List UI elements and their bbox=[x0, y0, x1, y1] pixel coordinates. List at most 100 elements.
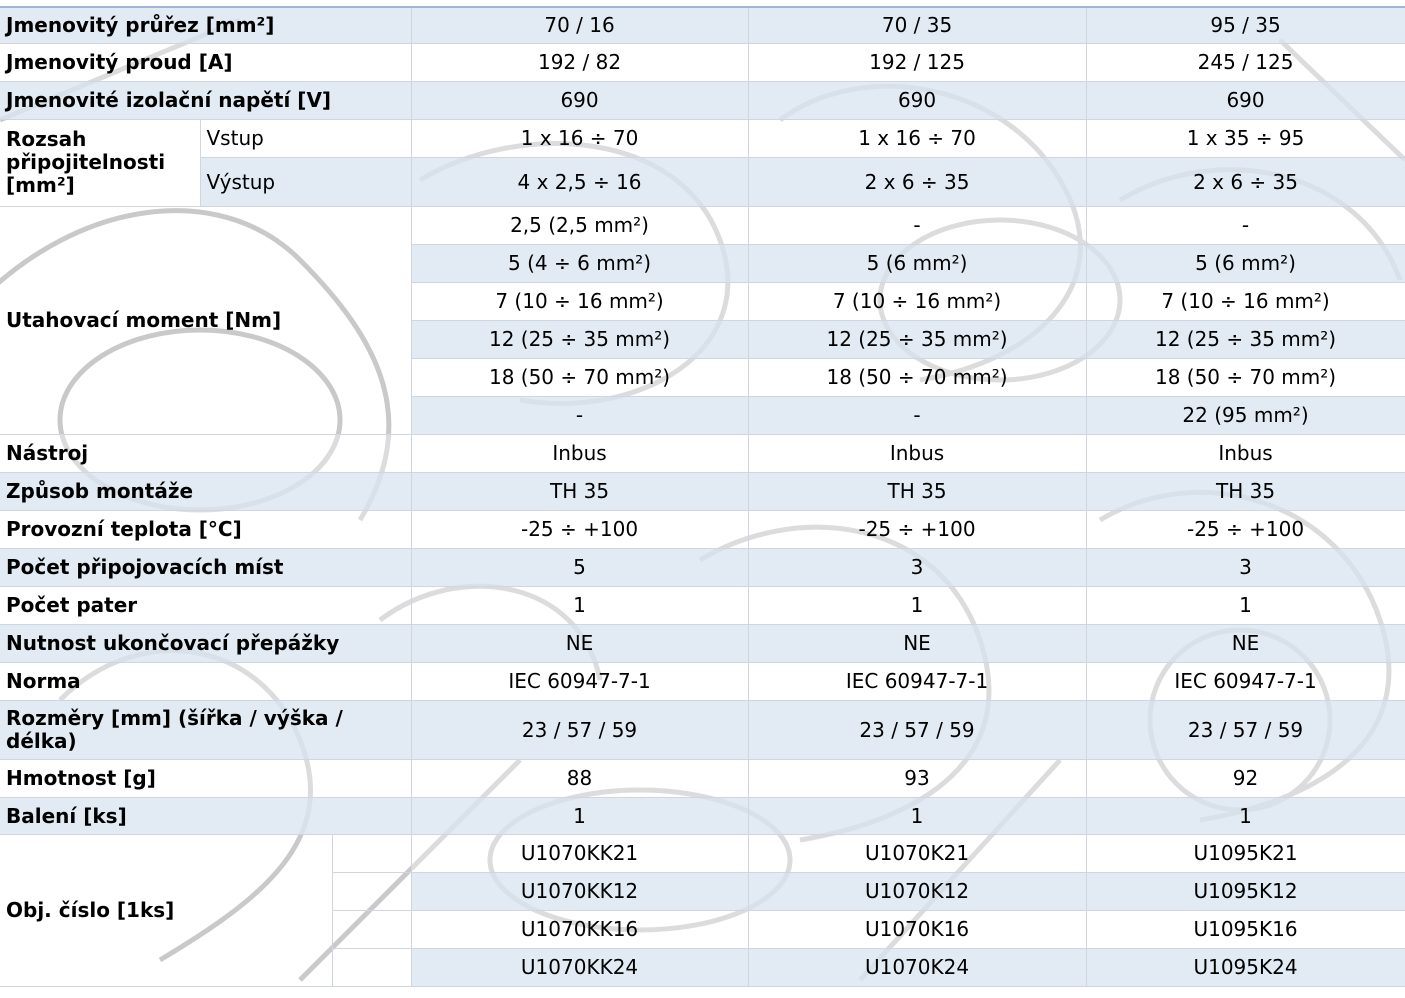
cell: U1070K24 bbox=[748, 948, 1087, 987]
row-label: Rozměry [mm] (šířka / výška / délka) bbox=[0, 700, 412, 760]
row-label: Počet pater bbox=[0, 586, 412, 625]
cell: -25 ÷ +100 bbox=[411, 510, 749, 549]
color-swatch-grey bbox=[332, 834, 412, 873]
color-swatch-green-yellow bbox=[332, 948, 412, 987]
cell: 70 / 35 bbox=[748, 8, 1087, 44]
cell: 7 (10 ÷ 16 mm²) bbox=[411, 282, 749, 321]
cell: U1070K21 bbox=[748, 834, 1087, 873]
table-row: Jmenovitý proud [A] 192 / 82 192 / 125 2… bbox=[0, 43, 1405, 82]
table-row: Rozsah připojitelnosti [mm²] Vstup 1 x 1… bbox=[0, 119, 1405, 207]
cell: 23 / 57 / 59 bbox=[748, 700, 1087, 760]
cell: NE bbox=[748, 624, 1087, 663]
cell: NE bbox=[411, 624, 749, 663]
cell: NE bbox=[1086, 624, 1405, 663]
row-label: Balení [ks] bbox=[0, 797, 412, 835]
table-row: Norma IEC 60947-7-1 IEC 60947-7-1 IEC 60… bbox=[0, 662, 1405, 701]
cell: -25 ÷ +100 bbox=[1086, 510, 1405, 549]
cell: 1 x 35 ÷ 95 bbox=[1086, 119, 1405, 158]
cell: 5 (6 mm²) bbox=[1086, 244, 1405, 283]
row-label: Provozní teplota [°C] bbox=[0, 510, 412, 549]
table-row: Utahovací moment [Nm] 2,5 (2,5 mm²) - - bbox=[0, 206, 1405, 435]
cell: 5 (6 mm²) bbox=[748, 244, 1087, 283]
table-row: 7 (10 ÷ 16 mm²) 7 (10 ÷ 16 mm²) 7 (10 ÷ … bbox=[0, 282, 1405, 321]
table-row: U1070KK12 U1070K12 U1095K12 bbox=[0, 872, 1405, 911]
table-row: Hmotnost [g] 88 93 92 bbox=[0, 759, 1405, 798]
cell: 5 (4 ÷ 6 mm²) bbox=[411, 244, 749, 283]
cell: Inbus bbox=[1086, 434, 1405, 473]
table-row: Jmenovitý průřez [mm²] 70 / 16 70 / 35 9… bbox=[0, 8, 1405, 44]
row-label: Utahovací moment [Nm] bbox=[0, 206, 412, 435]
cell: - bbox=[411, 396, 749, 435]
cell: 2 x 6 ÷ 35 bbox=[1086, 157, 1405, 207]
table-top-border bbox=[0, 0, 1405, 8]
row-label: Hmotnost [g] bbox=[0, 759, 412, 798]
row-label: Rozsah připojitelnosti [mm²] bbox=[0, 119, 201, 207]
cell: IEC 60947-7-1 bbox=[1086, 662, 1405, 701]
spec-table: Jmenovitý průřez [mm²] 70 / 16 70 / 35 9… bbox=[0, 8, 1405, 987]
cell: - bbox=[748, 206, 1087, 245]
table-row: Způsob montáže TH 35 TH 35 TH 35 bbox=[0, 472, 1405, 511]
table-row: Nástroj Inbus Inbus Inbus bbox=[0, 434, 1405, 473]
cell: 12 (25 ÷ 35 mm²) bbox=[411, 320, 749, 359]
table-row: Obj. číslo [1ks] U1070KK21 U1070K21 U109… bbox=[0, 834, 1405, 987]
row-label: Jmenovitý proud [A] bbox=[0, 43, 412, 82]
table-row: 12 (25 ÷ 35 mm²) 12 (25 ÷ 35 mm²) 12 (25… bbox=[0, 320, 1405, 359]
table-row: Balení [ks] 1 1 1 bbox=[0, 797, 1405, 835]
row-label: Nástroj bbox=[0, 434, 412, 473]
cell: 95 / 35 bbox=[1086, 8, 1405, 44]
cell: 1 bbox=[411, 797, 749, 835]
sub-label: Výstup bbox=[200, 157, 412, 207]
cell: 70 / 16 bbox=[411, 8, 749, 44]
color-swatch-blue bbox=[332, 872, 412, 911]
cell: U1095K12 bbox=[1086, 872, 1405, 911]
cell: 192 / 82 bbox=[411, 43, 749, 82]
row-label: Počet připojovacích míst bbox=[0, 548, 412, 587]
cell: TH 35 bbox=[1086, 472, 1405, 511]
cell: 7 (10 ÷ 16 mm²) bbox=[748, 282, 1087, 321]
cell: U1070KK16 bbox=[411, 910, 749, 949]
cell: 12 (25 ÷ 35 mm²) bbox=[748, 320, 1087, 359]
cell: Inbus bbox=[748, 434, 1087, 473]
row-label: Jmenovité izolační napětí [V] bbox=[0, 81, 412, 120]
row-label: Způsob montáže bbox=[0, 472, 412, 511]
cell: 690 bbox=[1086, 81, 1405, 120]
table-row: U1070KK24 U1070K24 U1095K24 bbox=[0, 948, 1405, 987]
row-label: Jmenovitý průřez [mm²] bbox=[0, 8, 412, 44]
cell: U1070KK24 bbox=[411, 948, 749, 987]
cell: 690 bbox=[411, 81, 749, 120]
cell: TH 35 bbox=[411, 472, 749, 511]
cell: 18 (50 ÷ 70 mm²) bbox=[1086, 358, 1405, 397]
row-label: Nutnost ukončovací přepážky bbox=[0, 624, 412, 663]
cell: IEC 60947-7-1 bbox=[411, 662, 749, 701]
table-row: U1070KK16 U1070K16 U1095K16 bbox=[0, 910, 1405, 949]
cell: U1070K12 bbox=[748, 872, 1087, 911]
color-swatch-red bbox=[332, 910, 412, 949]
cell: 1 bbox=[748, 586, 1087, 625]
cell: U1095K21 bbox=[1086, 834, 1405, 873]
cell: 88 bbox=[411, 759, 749, 798]
row-label: Norma bbox=[0, 662, 412, 701]
cell: 1 bbox=[748, 797, 1087, 835]
cell: 1 x 16 ÷ 70 bbox=[748, 119, 1087, 158]
cell: 2,5 (2,5 mm²) bbox=[411, 206, 749, 245]
cell: 23 / 57 / 59 bbox=[411, 700, 749, 760]
cell: 192 / 125 bbox=[748, 43, 1087, 82]
cell: 92 bbox=[1086, 759, 1405, 798]
cell: 4 x 2,5 ÷ 16 bbox=[411, 157, 749, 207]
table-row: Počet pater 1 1 1 bbox=[0, 586, 1405, 625]
cell: 5 bbox=[411, 548, 749, 587]
cell: IEC 60947-7-1 bbox=[748, 662, 1087, 701]
table-row: Provozní teplota [°C] -25 ÷ +100 -25 ÷ +… bbox=[0, 510, 1405, 549]
cell: U1095K24 bbox=[1086, 948, 1405, 987]
cell: U1070K16 bbox=[748, 910, 1087, 949]
cell: U1070KK12 bbox=[411, 872, 749, 911]
cell: U1070KK21 bbox=[411, 834, 749, 873]
cell: 3 bbox=[1086, 548, 1405, 587]
cell: 23 / 57 / 59 bbox=[1086, 700, 1405, 760]
cell: -25 ÷ +100 bbox=[748, 510, 1087, 549]
cell: 93 bbox=[748, 759, 1087, 798]
cell: 1 bbox=[411, 586, 749, 625]
cell: - bbox=[748, 396, 1087, 435]
cell: 7 (10 ÷ 16 mm²) bbox=[1086, 282, 1405, 321]
cell: 1 bbox=[1086, 797, 1405, 835]
